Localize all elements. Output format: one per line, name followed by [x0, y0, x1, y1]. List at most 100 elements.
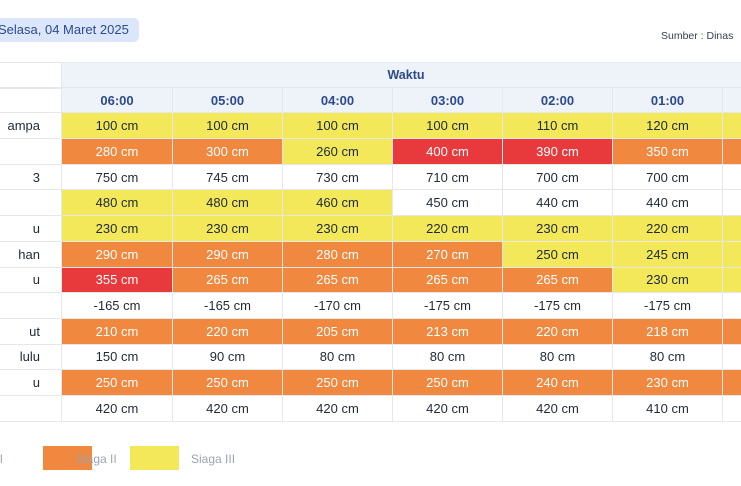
- level-cell: 100 cm: [283, 113, 393, 140]
- level-cell: -175 cm: [503, 293, 613, 319]
- level-cell: 450 cm: [393, 190, 503, 217]
- level-cell: [723, 241, 741, 268]
- level-cell: -165 cm: [173, 293, 283, 319]
- time-header: 04:00: [283, 87, 393, 114]
- level-cell: 100 cm: [62, 113, 173, 140]
- level-cell: [723, 113, 741, 140]
- level-cell: 220 cm: [173, 318, 283, 345]
- level-cell: 290 cm: [62, 241, 173, 268]
- level-cell: 213 cm: [393, 318, 503, 345]
- level-cell: 80 cm: [503, 344, 613, 371]
- legend-swatch-siaga3: [130, 446, 179, 470]
- station-name: ampa: [0, 113, 62, 140]
- column-group-header: Waktu: [62, 62, 741, 88]
- level-cell: [723, 190, 741, 217]
- level-cell: 400 cm: [393, 139, 503, 165]
- level-cell: [723, 267, 741, 294]
- level-cell: 700 cm: [613, 164, 723, 191]
- level-cell: 100 cm: [393, 113, 503, 140]
- level-cell: 250 cm: [173, 370, 283, 396]
- legend-label-siaga2: Siaga II: [76, 452, 117, 466]
- level-cell: 230 cm: [173, 216, 283, 242]
- level-cell: [723, 370, 741, 396]
- level-cell: 220 cm: [503, 318, 613, 345]
- level-cell: 220 cm: [613, 216, 723, 242]
- level-cell: [723, 318, 741, 345]
- level-cell: 420 cm: [283, 395, 393, 422]
- level-cell: [723, 164, 741, 191]
- level-cell: 700 cm: [503, 164, 613, 191]
- station-name: [0, 190, 62, 217]
- station-name: [0, 395, 62, 422]
- date-badge: Selasa, 04 Maret 2025: [0, 18, 139, 42]
- level-cell: [723, 395, 741, 422]
- level-cell: 750 cm: [62, 164, 173, 191]
- level-cell: 80 cm: [283, 344, 393, 371]
- level-cell: 230 cm: [613, 370, 723, 396]
- level-cell: 80 cm: [393, 344, 503, 371]
- level-cell: 440 cm: [613, 190, 723, 217]
- source-label: Sumber : Dinas: [661, 30, 734, 42]
- level-cell: 205 cm: [283, 318, 393, 345]
- level-cell: 420 cm: [62, 395, 173, 422]
- level-cell: 410 cm: [613, 395, 723, 422]
- time-header: 06:00: [62, 87, 173, 114]
- table-corner: [0, 62, 62, 88]
- level-cell: 150 cm: [62, 344, 173, 371]
- level-cell: 265 cm: [503, 267, 613, 294]
- legend-label-siaga3: Siaga III: [191, 452, 236, 466]
- level-cell: 710 cm: [393, 164, 503, 191]
- level-cell: 480 cm: [62, 190, 173, 217]
- station-name: [0, 139, 62, 165]
- level-cell: [723, 344, 741, 371]
- level-cell: 480 cm: [173, 190, 283, 217]
- station-name: lulu: [0, 344, 62, 371]
- level-cell: 230 cm: [283, 216, 393, 242]
- legend: l Siaga II Siaga III: [0, 446, 741, 470]
- level-cell: 745 cm: [173, 164, 283, 191]
- level-cell: [723, 139, 741, 165]
- time-header: 02:00: [503, 87, 613, 114]
- time-header: 03:00: [393, 87, 503, 114]
- level-cell: 250 cm: [503, 241, 613, 268]
- level-cell: 230 cm: [62, 216, 173, 242]
- level-cell: 245 cm: [613, 241, 723, 268]
- time-header: [723, 87, 741, 114]
- level-cell: 220 cm: [393, 216, 503, 242]
- level-cell: 300 cm: [173, 139, 283, 165]
- level-cell: 250 cm: [393, 370, 503, 396]
- level-cell: 240 cm: [503, 370, 613, 396]
- station-name: han: [0, 241, 62, 268]
- level-cell: 350 cm: [613, 139, 723, 165]
- level-cell: 290 cm: [173, 241, 283, 268]
- level-cell: 280 cm: [62, 139, 173, 165]
- level-cell: 440 cm: [503, 190, 613, 217]
- level-cell: [723, 293, 741, 319]
- level-cell: 230 cm: [613, 267, 723, 294]
- level-cell: 110 cm: [503, 113, 613, 140]
- level-cell: 265 cm: [393, 267, 503, 294]
- level-cell: 355 cm: [62, 267, 173, 294]
- level-cell: 100 cm: [173, 113, 283, 140]
- water-level-table: Waktu 06:00 05:00 04:00 03:00 02:00 01:00 ampa 1…: [0, 62, 741, 422]
- level-cell: -175 cm: [393, 293, 503, 319]
- level-cell: 280 cm: [283, 241, 393, 268]
- level-cell: 420 cm: [393, 395, 503, 422]
- station-name: u: [0, 370, 62, 396]
- level-cell: 250 cm: [62, 370, 173, 396]
- station-name: ut: [0, 318, 62, 345]
- level-cell: 265 cm: [173, 267, 283, 294]
- level-cell: 420 cm: [173, 395, 283, 422]
- level-cell: 390 cm: [503, 139, 613, 165]
- legend-swatch-siaga2: [43, 446, 92, 470]
- level-cell: 270 cm: [393, 241, 503, 268]
- level-cell: 260 cm: [283, 139, 393, 165]
- level-cell: 230 cm: [503, 216, 613, 242]
- level-cell: 218 cm: [613, 318, 723, 345]
- level-cell: -165 cm: [62, 293, 173, 319]
- level-cell: 730 cm: [283, 164, 393, 191]
- level-cell: [723, 216, 741, 242]
- station-name: 3: [0, 164, 62, 191]
- station-name: u: [0, 216, 62, 242]
- level-cell: -175 cm: [613, 293, 723, 319]
